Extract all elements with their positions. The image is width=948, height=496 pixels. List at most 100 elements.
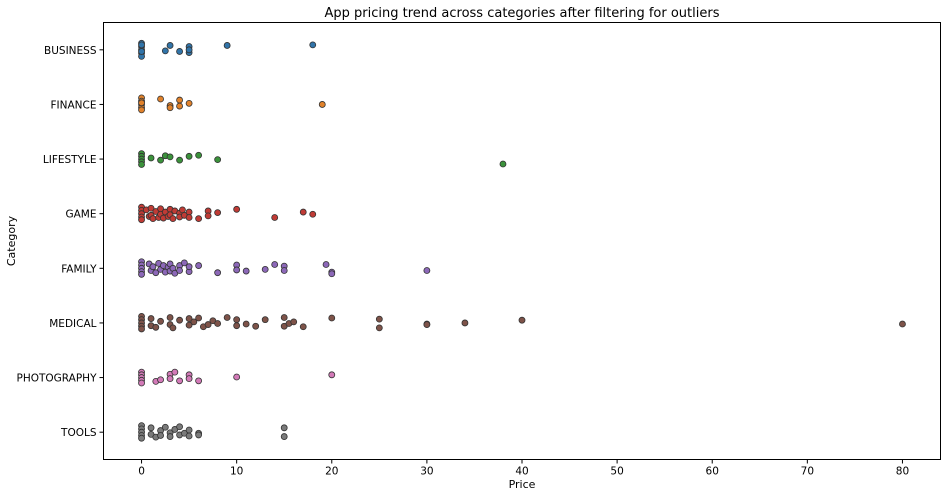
data-points [138, 39, 906, 442]
data-point [309, 41, 317, 49]
y-tick-label: FAMILY [61, 263, 97, 275]
x-tick-label: 20 [325, 466, 338, 478]
data-point [149, 263, 157, 271]
data-point [280, 314, 288, 321]
data-point [185, 99, 193, 107]
data-point [322, 261, 330, 268]
data-point [185, 432, 193, 440]
data-point [138, 379, 145, 387]
data-point [280, 433, 288, 440]
data-point [518, 316, 526, 324]
x-tick-label: 60 [706, 466, 719, 478]
data-point [185, 375, 193, 383]
data-point [180, 259, 188, 267]
data-point [280, 267, 288, 274]
data-point [138, 106, 145, 114]
data-point [161, 47, 169, 55]
data-point [423, 267, 431, 274]
data-point [223, 314, 231, 321]
data-point [176, 156, 183, 164]
data-point [166, 104, 174, 112]
data-point [185, 426, 193, 434]
data-point [185, 152, 193, 160]
y-tick-label: TOOLS [60, 427, 97, 439]
x-tick-label: 70 [801, 466, 814, 478]
y-tick-label: FINANCE [51, 99, 97, 111]
x-tick-label: 30 [420, 466, 433, 478]
y-tick-label: LIFESTYLE [43, 154, 97, 166]
data-point [157, 95, 164, 103]
data-point [138, 161, 145, 168]
x-tick-label: 10 [230, 466, 243, 478]
data-point [147, 204, 155, 212]
data-point [195, 215, 203, 223]
data-point [328, 371, 336, 379]
x-tick-label: 40 [515, 466, 528, 478]
data-point [176, 102, 183, 110]
y-tick-label: GAME [65, 209, 96, 221]
data-point [147, 154, 155, 162]
data-point [280, 424, 288, 432]
data-point [166, 153, 174, 161]
data-point [138, 216, 145, 224]
data-point [176, 96, 183, 104]
data-point [138, 99, 145, 107]
x-axis: 0 10 20 30 40 50 60 70 80 [138, 459, 909, 478]
data-point [233, 316, 241, 324]
data-point [290, 318, 298, 326]
data-point [166, 375, 174, 383]
data-point [171, 368, 179, 376]
x-axis-label: Price [509, 478, 536, 491]
y-axis: BUSINESS FINANCE LIFESTYLE GAME FAMILY MEDICA… [16, 45, 104, 439]
data-point [899, 320, 906, 328]
data-point [176, 377, 183, 385]
y-axis-label: Category [5, 215, 18, 266]
data-point [461, 319, 469, 327]
data-point [147, 315, 155, 322]
data-point [157, 376, 164, 384]
data-point [152, 323, 160, 331]
data-point [233, 373, 241, 381]
data-point [423, 321, 431, 328]
data-point [261, 266, 269, 273]
data-point [309, 210, 317, 218]
data-point [233, 266, 241, 274]
data-point [185, 321, 193, 329]
data-point [169, 324, 177, 332]
data-point [176, 316, 183, 324]
data-point [176, 48, 183, 55]
data-point [169, 215, 177, 223]
data-point [138, 325, 145, 333]
data-point [195, 377, 203, 385]
data-point [185, 214, 193, 221]
y-tick-label: MEDICAL [49, 318, 96, 330]
data-point [499, 160, 507, 168]
data-point [214, 269, 222, 277]
data-point [214, 156, 222, 164]
data-point [195, 314, 203, 322]
data-point [375, 324, 383, 332]
data-point [157, 156, 164, 164]
data-point [166, 433, 174, 440]
data-point [299, 323, 307, 331]
data-point [375, 315, 383, 323]
data-point [185, 263, 193, 271]
data-point [261, 316, 269, 324]
data-point [242, 320, 250, 328]
data-point [242, 267, 250, 275]
data-point [223, 42, 231, 49]
data-point [157, 432, 164, 439]
y-tick-label: BUSINESS [44, 45, 97, 57]
data-point [190, 318, 198, 326]
data-point [195, 151, 203, 159]
data-point [161, 423, 169, 431]
data-point [271, 214, 279, 221]
data-point [214, 320, 222, 327]
data-point [166, 42, 174, 49]
data-point [176, 267, 183, 274]
data-point [195, 431, 203, 439]
data-point [147, 424, 155, 432]
data-point [271, 261, 279, 268]
